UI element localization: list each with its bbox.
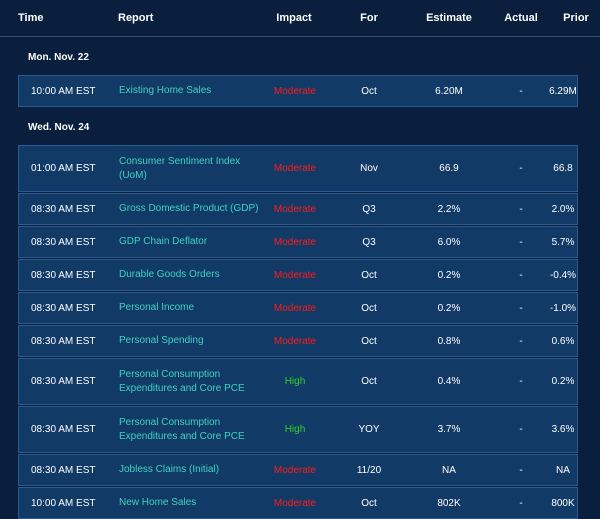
row-prior: 800K — [551, 497, 575, 509]
row-prior: NA — [556, 464, 570, 476]
header-estimate: Estimate — [426, 12, 472, 24]
report-link[interactable]: New Home Sales — [119, 497, 197, 508]
row-for: Q3 — [362, 203, 376, 215]
row-actual: - — [519, 236, 523, 248]
row-estimate: 0.2% — [437, 269, 461, 281]
table-row: 10:00 AM EST Existing Home Sales Moderat… — [18, 75, 578, 107]
header-prior: Prior — [563, 12, 589, 24]
table-row: 08:30 AM EST Jobless Claims (Initial) Mo… — [18, 454, 578, 486]
row-estimate: 6.0% — [437, 236, 461, 248]
table-row: 08:30 AM EST Personal Spending Moderate … — [18, 325, 578, 357]
table-row: 08:30 AM EST Durable Goods Orders Modera… — [18, 259, 578, 291]
impact-badge: Moderate — [273, 85, 317, 97]
impact-badge: Moderate — [273, 302, 317, 314]
row-prior: -1.0% — [549, 302, 577, 314]
impact-badge: Moderate — [273, 335, 317, 347]
header-time: Time — [18, 12, 44, 24]
table-row: 08:30 AM EST Gross Domestic Product (GDP… — [18, 193, 578, 225]
row-prior: 6.29M — [549, 85, 577, 97]
row-for: YOY — [358, 424, 380, 435]
row-for: Oct — [361, 269, 377, 281]
row-for: Oct — [361, 302, 377, 314]
report-link[interactable]: Personal Income — [119, 302, 195, 313]
row-for: Oct — [361, 85, 377, 97]
row-time: 10:00 AM EST — [31, 497, 96, 509]
impact-badge: High — [284, 376, 306, 387]
table-row: 01:00 AM EST Consumer Sentiment Index (U… — [18, 145, 578, 192]
row-prior: 0.2% — [551, 376, 575, 387]
table-row: 10:00 AM EST New Home Sales Moderate Oct… — [18, 487, 578, 519]
day-heading: Mon. Nov. 22 — [28, 52, 89, 63]
header-impact: Impact — [276, 12, 312, 24]
report-link[interactable]: GDP Chain Deflator — [119, 236, 208, 247]
impact-badge: Moderate — [273, 464, 317, 476]
impact-badge: Moderate — [273, 203, 317, 215]
impact-badge: Moderate — [273, 163, 317, 174]
header-for: For — [360, 12, 378, 24]
row-time: 08:30 AM EST — [31, 236, 96, 248]
row-prior: -0.4% — [549, 269, 577, 281]
row-estimate: 0.8% — [437, 335, 461, 347]
row-time: 08:30 AM EST — [31, 335, 96, 347]
row-for: Nov — [360, 163, 378, 174]
row-estimate: 0.4% — [437, 376, 461, 387]
row-actual: - — [519, 269, 523, 281]
row-for: Oct — [361, 335, 377, 347]
impact-badge: Moderate — [273, 269, 317, 281]
row-estimate: 6.20M — [435, 85, 463, 97]
row-prior: 5.7% — [551, 236, 575, 248]
header-actual: Actual — [504, 12, 538, 24]
report-link[interactable]: Jobless Claims (Initial) — [119, 464, 220, 475]
report-link[interactable]: Consumer Sentiment Index (UoM) — [119, 155, 241, 181]
row-estimate: 802K — [437, 497, 461, 509]
row-for: 11/20 — [356, 464, 382, 476]
row-time: 08:30 AM EST — [31, 269, 96, 281]
row-actual: - — [519, 335, 523, 347]
table-row: 08:30 AM EST GDP Chain Deflator Moderate… — [18, 226, 578, 258]
row-time: 08:30 AM EST — [31, 464, 96, 476]
row-actual: - — [519, 203, 523, 215]
report-link[interactable]: Personal Spending — [119, 335, 204, 346]
table-row: 08:30 AM EST Personal Consumption Expend… — [18, 358, 578, 405]
impact-badge: High — [284, 424, 306, 435]
table-row: 08:30 AM EST Personal Consumption Expend… — [18, 406, 578, 453]
row-time: 08:30 AM EST — [31, 302, 96, 314]
impact-badge: Moderate — [273, 497, 317, 509]
day-heading: Wed. Nov. 24 — [28, 122, 90, 133]
report-link[interactable]: Existing Home Sales — [119, 85, 212, 96]
row-time: 08:30 AM EST — [31, 376, 96, 387]
row-for: Q3 — [362, 236, 376, 248]
row-prior: 0.6% — [551, 335, 575, 347]
impact-badge: Moderate — [273, 236, 317, 248]
report-link[interactable]: Personal Consumption Expenditures and Co… — [119, 416, 245, 442]
row-time: 10:00 AM EST — [31, 85, 96, 97]
row-actual: - — [519, 85, 523, 97]
report-link[interactable]: Gross Domestic Product (GDP) — [119, 203, 259, 214]
row-prior: 66.8 — [553, 163, 573, 174]
row-actual: - — [519, 497, 523, 509]
row-estimate: 2.2% — [437, 203, 461, 215]
row-time: 08:30 AM EST — [31, 424, 96, 435]
row-prior: 2.0% — [551, 203, 575, 215]
row-actual: - — [519, 464, 523, 476]
report-link[interactable]: Durable Goods Orders — [119, 269, 220, 280]
row-actual: - — [519, 302, 523, 314]
row-for: Oct — [361, 376, 377, 387]
row-time: 08:30 AM EST — [31, 203, 96, 215]
row-actual: - — [519, 424, 523, 435]
table-row: 08:30 AM EST Personal Income Moderate Oc… — [18, 292, 578, 324]
table-header: Time Report Impact For Estimate Actual P… — [0, 0, 600, 37]
report-link[interactable]: Personal Consumption Expenditures and Co… — [119, 368, 245, 394]
row-for: Oct — [361, 497, 377, 509]
row-actual: - — [519, 163, 523, 174]
row-prior: 3.6% — [551, 424, 575, 435]
row-estimate: 3.7% — [437, 424, 461, 435]
row-estimate: 66.9 — [439, 163, 459, 174]
row-estimate: 0.2% — [437, 302, 461, 314]
row-estimate: NA — [442, 464, 456, 476]
header-report: Report — [118, 12, 154, 24]
row-time: 01:00 AM EST — [31, 163, 96, 174]
row-actual: - — [519, 376, 523, 387]
